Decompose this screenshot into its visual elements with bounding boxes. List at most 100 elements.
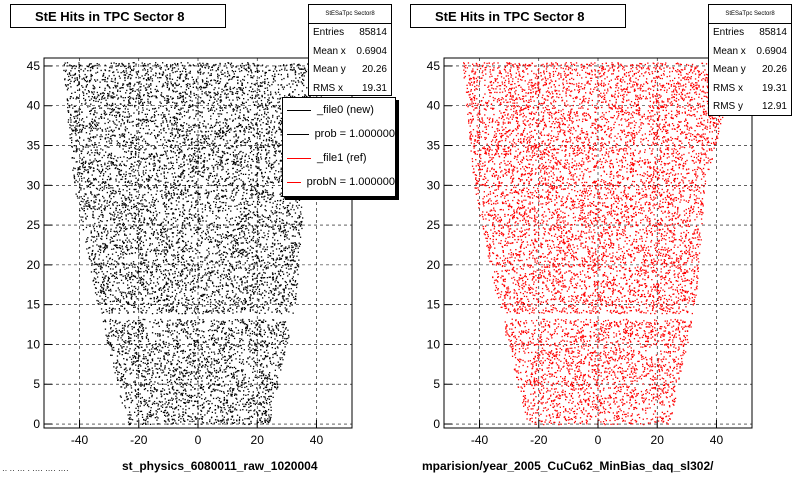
scatter-point [297,265,299,267]
scatter-point [127,208,129,210]
scatter-point [136,123,139,125]
scatter-point [96,299,98,302]
scatter-point [162,114,165,116]
scatter-point [187,345,189,347]
scatter-point [251,344,253,346]
scatter-point [185,93,187,95]
scatter-point [169,78,171,80]
scatter-point [260,280,263,282]
scatter-point [239,131,242,133]
scatter-point [275,152,277,155]
scatter-point [124,252,127,255]
scatter-point [297,232,299,234]
scatter-point [187,135,189,137]
scatter-point [187,62,189,64]
scatter-point [106,127,109,129]
scatter-point [182,250,185,252]
scatter-point [172,147,174,150]
scatter-point [124,116,126,118]
scatter-point [199,375,201,377]
scatter-point [277,365,279,367]
scatter-point [79,124,81,126]
scatter-point [165,219,167,222]
scatter-point [118,173,120,175]
scatter-point [145,178,148,180]
scatter-point [253,402,255,405]
scatter-point [131,88,133,90]
scatter-point [135,151,137,153]
scatter-point [189,70,191,72]
scatter-point [247,222,250,224]
scatter-point [82,165,84,167]
scatter-point [134,212,137,215]
scatter-point [291,250,293,252]
scatter-point [148,373,150,375]
scatter-point [233,419,235,421]
scatter-point [205,282,208,284]
scatter-point [122,148,124,150]
scatter-point [184,282,186,284]
scatter-point [251,217,253,219]
scatter-point [186,359,188,361]
scatter-point [263,402,265,404]
scatter-point [105,321,107,323]
scatter-point [285,235,287,237]
scatter-point [141,229,144,231]
scatter-point [103,79,105,81]
scatter-point [237,296,239,299]
scatter-point [98,63,100,66]
scatter-point [141,111,143,114]
scatter-point [105,228,107,230]
scatter-point [234,256,236,259]
scatter-point [261,192,263,194]
scatter-point [131,295,133,297]
scatter-point [111,349,113,351]
scatter-point [185,227,187,230]
scatter-point [176,397,178,399]
scatter-point [97,300,100,302]
scatter-point [225,226,227,228]
scatter-point [162,85,164,87]
scatter-point [166,412,168,414]
scatter-point [237,136,240,138]
scatter-point [246,361,248,363]
scatter-point [146,79,148,82]
scatter-point [271,143,273,146]
scatter-point [251,290,254,293]
scatter-point [242,276,245,278]
scatter-point [110,154,112,156]
scatter-point [194,286,197,288]
scatter-point [164,246,166,248]
scatter-point [200,256,202,258]
scatter-point [97,152,99,155]
scatter-point [117,98,119,100]
scatter-point [241,231,243,233]
scatter-point [181,215,184,217]
scatter-point [188,106,190,108]
scatter-point [226,293,229,295]
scatter-point [175,200,177,202]
scatter-point [142,102,144,104]
scatter-point [201,203,204,205]
scatter-point [130,69,133,71]
scatter-point [111,78,113,80]
scatter-point [140,385,142,387]
scatter-point [259,109,261,111]
scatter-point [127,83,129,86]
scatter-point [99,220,102,222]
scatter-point [156,402,158,404]
scatter-point [140,246,142,249]
scatter-point [275,140,277,142]
scatter-point [212,237,214,239]
scatter-point [276,70,278,72]
scatter-point [280,351,282,354]
scatter-point [94,178,96,180]
scatter-point [86,240,88,242]
scatter-point [264,234,266,237]
scatter-point [224,209,227,211]
scatter-point [223,89,225,92]
scatter-point [112,329,114,332]
scatter-point [268,408,270,411]
scatter-point [110,327,112,329]
